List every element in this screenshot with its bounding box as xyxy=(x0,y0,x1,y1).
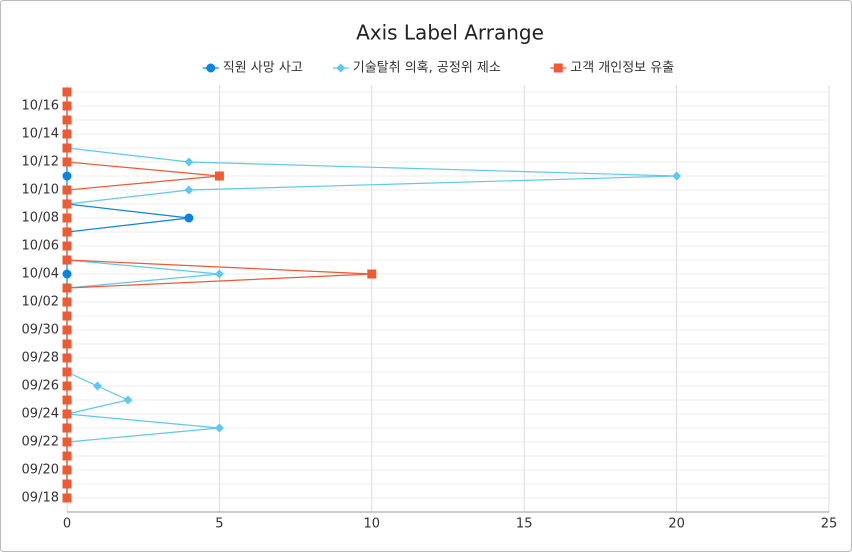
point xyxy=(62,157,72,167)
y-tick-label: 10/16 xyxy=(22,99,59,114)
point xyxy=(184,213,194,223)
y-tick-label: 10/10 xyxy=(22,183,59,198)
point xyxy=(62,269,72,279)
y-tick-label: 10/02 xyxy=(22,295,59,310)
x-tick-label: 25 xyxy=(821,517,838,532)
point xyxy=(62,143,72,153)
y-tick-label: 10/04 xyxy=(22,267,59,282)
point xyxy=(62,297,72,307)
y-tick-label: 09/18 xyxy=(22,491,59,506)
point xyxy=(62,311,72,321)
point xyxy=(62,437,72,447)
legend-label: 직원 사망 사고 xyxy=(223,61,303,76)
point xyxy=(62,479,72,489)
y-tick-label: 09/28 xyxy=(22,351,59,366)
y-tick-label: 10/12 xyxy=(22,155,59,170)
legend-marker xyxy=(553,63,563,73)
x-tick-label: 0 xyxy=(63,517,71,532)
point xyxy=(62,409,72,419)
point xyxy=(184,157,194,167)
point xyxy=(214,423,224,433)
point xyxy=(62,255,72,265)
point xyxy=(62,367,72,377)
x-tick-label: 5 xyxy=(215,517,223,532)
legend-marker xyxy=(206,63,216,73)
y-tick-label: 09/30 xyxy=(22,323,59,338)
point xyxy=(62,129,72,139)
y-tick-label: 09/24 xyxy=(22,407,59,422)
point xyxy=(62,199,72,209)
y-tick-label: 10/08 xyxy=(22,211,59,226)
point xyxy=(214,269,224,279)
point xyxy=(123,395,133,405)
y-tick-label: 09/22 xyxy=(22,435,59,450)
point xyxy=(62,171,72,181)
y-tick-label: 10/14 xyxy=(22,127,59,142)
point xyxy=(62,185,72,195)
y-tick-label: 09/26 xyxy=(22,379,59,394)
point xyxy=(62,325,72,335)
point xyxy=(214,171,224,181)
point xyxy=(62,395,72,405)
point xyxy=(62,227,72,237)
chart-title: Axis Label Arrange xyxy=(356,21,544,45)
legend-label: 기술탈취 의혹, 공정위 제소 xyxy=(353,61,501,76)
point xyxy=(62,101,72,111)
y-tick-label: 10/06 xyxy=(22,239,59,254)
point xyxy=(367,269,377,279)
x-tick-label: 20 xyxy=(668,517,685,532)
point xyxy=(92,381,102,391)
point xyxy=(62,213,72,223)
point xyxy=(62,465,72,475)
x-tick-label: 15 xyxy=(516,517,533,532)
point xyxy=(62,493,72,503)
y-tick-label: 09/20 xyxy=(22,463,59,478)
point xyxy=(672,171,682,181)
point xyxy=(62,381,72,391)
point xyxy=(62,115,72,125)
point xyxy=(62,451,72,461)
legend-label: 고객 개인정보 유출 xyxy=(570,61,674,76)
point xyxy=(184,185,194,195)
legend-marker xyxy=(336,63,346,73)
point xyxy=(62,339,72,349)
point xyxy=(62,353,72,363)
point xyxy=(62,87,72,97)
point xyxy=(62,241,72,251)
point xyxy=(62,423,72,433)
x-tick-label: 10 xyxy=(364,517,381,532)
point xyxy=(62,283,72,293)
